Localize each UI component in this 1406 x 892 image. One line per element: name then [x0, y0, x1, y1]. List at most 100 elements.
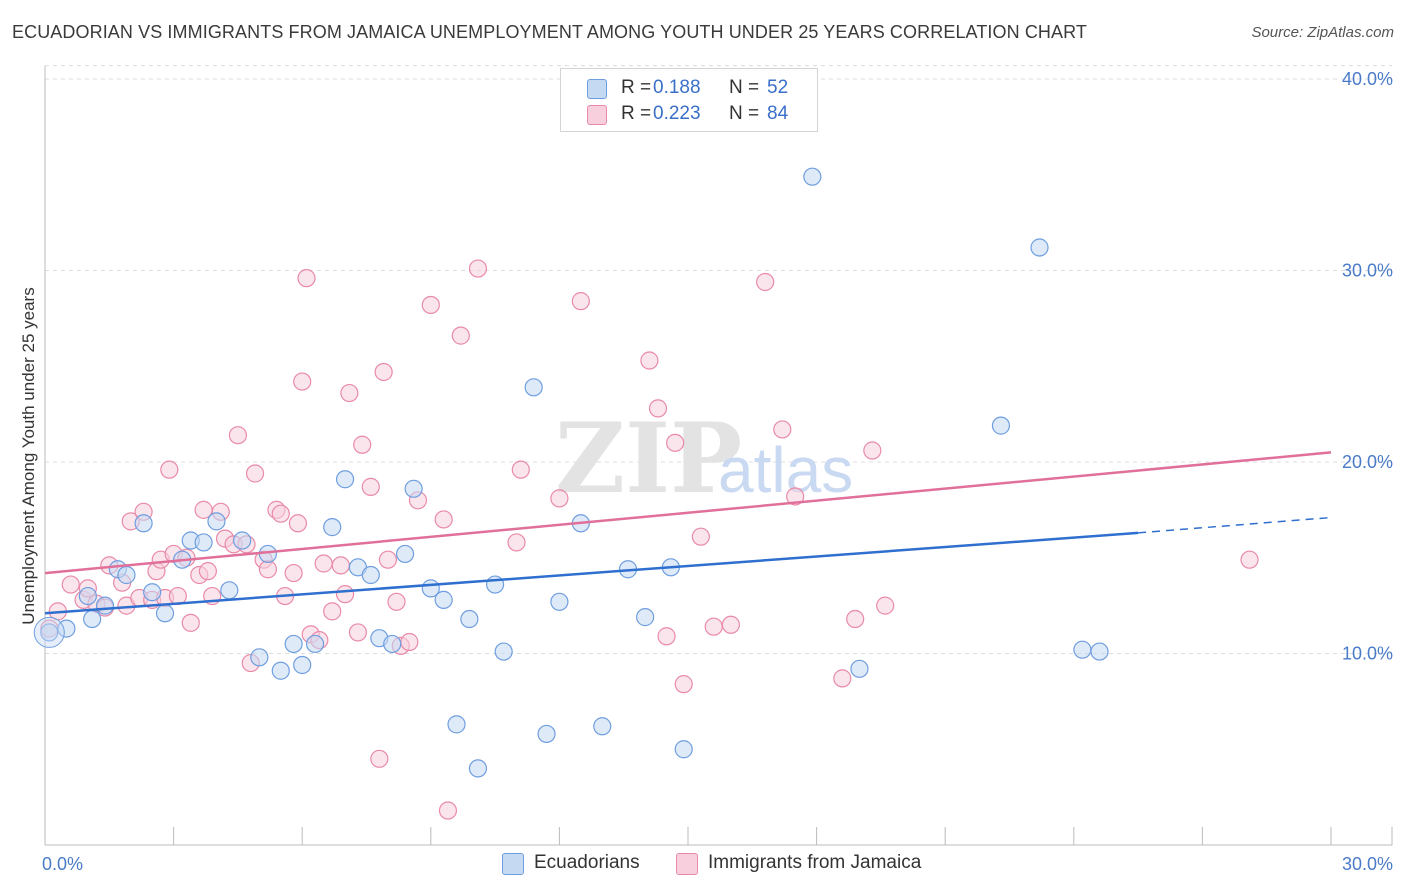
bottom-legend-ecuadorians: Ecuadorians	[502, 851, 662, 877]
y-tick-label: 10.0%	[1342, 644, 1393, 664]
data-point-jamaica	[370, 749, 389, 768]
bottom-legend-jamaica: Immigrants from Jamaica	[676, 851, 956, 877]
data-point-jamaica	[846, 609, 865, 629]
data-point-ecuadorians	[78, 586, 97, 606]
legend-swatch-blue	[587, 79, 607, 99]
legend-n-label: N =	[729, 77, 760, 98]
data-point-jamaica	[571, 292, 590, 311]
data-point-ecuadorians	[117, 565, 136, 585]
y-tick-label: 30.0%	[1342, 261, 1393, 281]
chart-source: Source: ZipAtlas.com	[1251, 24, 1394, 41]
data-point-jamaica	[198, 562, 217, 581]
trend-line-ecuadorians	[44, 531, 1139, 615]
data-point-jamaica	[297, 269, 316, 288]
gridlines	[45, 65, 1392, 654]
legend-r-label: R =	[621, 103, 652, 124]
data-point-jamaica	[61, 575, 80, 594]
data-point-ecuadorians	[271, 661, 290, 680]
data-point-ecuadorians	[991, 416, 1011, 435]
data-point-ecuadorians	[284, 634, 303, 654]
data-point-ecuadorians	[395, 544, 415, 564]
data-point-jamaica	[863, 441, 882, 460]
data-point-jamaica	[468, 259, 488, 278]
data-point-ecuadorians	[1030, 238, 1049, 257]
data-point-ecuadorians	[361, 565, 380, 585]
data-point-jamaica	[181, 613, 200, 632]
data-point-ecuadorians	[1090, 642, 1109, 661]
data-point-jamaica	[833, 669, 852, 688]
legend-n-value: 84	[767, 103, 789, 124]
data-point-jamaica	[786, 487, 805, 506]
data-point-ecuadorians	[207, 512, 226, 531]
data-point-ecuadorians	[636, 608, 655, 627]
data-point-jamaica	[421, 295, 440, 315]
data-point-ecuadorians	[383, 634, 402, 654]
y-tick-label: 20.0%	[1342, 452, 1393, 472]
legend-r-value: 0.223	[653, 103, 701, 124]
data-point-jamaica	[721, 615, 740, 634]
data-point-ecuadorians	[95, 596, 115, 615]
data-point-ecuadorians	[335, 470, 355, 489]
data-point-jamaica	[387, 592, 406, 611]
data-point-ecuadorians	[1073, 640, 1092, 659]
trend-line-ecuadorians-extension	[1138, 516, 1332, 534]
watermark-zip: ZIP	[555, 402, 742, 515]
data-point-jamaica	[361, 477, 380, 496]
data-point-jamaica	[288, 514, 308, 533]
data-point-jamaica	[258, 560, 278, 579]
data-point-jamaica	[691, 527, 710, 546]
legend-n-label: N =	[729, 103, 760, 124]
data-point-jamaica	[511, 460, 530, 479]
data-point-jamaica	[640, 351, 659, 370]
data-point-ecuadorians	[250, 648, 269, 667]
data-point-ecuadorians	[220, 581, 239, 600]
legend-r-label: R =	[621, 77, 652, 98]
legend-n-value: 52	[767, 77, 789, 98]
data-point-jamaica	[374, 362, 393, 382]
data-point-jamaica	[284, 563, 303, 583]
data-point-ecuadorians	[404, 479, 423, 498]
data-point-jamaica	[160, 460, 179, 479]
data-point-jamaica	[348, 623, 368, 642]
y-tick-label: 40.0%	[1342, 69, 1393, 89]
data-point-ecuadorians	[524, 378, 543, 397]
data-point-jamaica	[451, 326, 470, 345]
bottom-legend-swatch-blue	[502, 853, 524, 875]
data-point-jamaica	[323, 602, 342, 621]
data-point-ecuadorians	[494, 642, 513, 661]
data-point-ecuadorians	[155, 604, 175, 623]
trend-lines	[44, 451, 1332, 615]
bottom-legend-label: Immigrants from Jamaica	[708, 852, 922, 873]
data-point-ecuadorians	[468, 759, 488, 778]
data-point-jamaica	[704, 617, 723, 636]
data-point-cluster	[33, 616, 65, 648]
data-point-ecuadorians	[233, 531, 252, 550]
data-point-jamaica	[674, 675, 693, 694]
data-point-jamaica	[314, 554, 333, 573]
data-point-jamaica	[550, 489, 569, 508]
data-point-ecuadorians	[803, 167, 822, 186]
data-point-jamaica	[666, 433, 685, 452]
data-point-jamaica	[228, 426, 247, 445]
data-point-jamaica	[1240, 550, 1259, 569]
data-point-ecuadorians	[293, 655, 312, 675]
bottom-legend-swatch-pink	[676, 853, 698, 875]
tick-labels: 10.0% 20.0% 30.0% 40.0% 0.0% 30.0%	[42, 69, 1393, 874]
data-point-ecuadorians	[305, 634, 325, 654]
data-point-ecuadorians	[83, 609, 102, 629]
data-point-jamaica	[438, 801, 458, 820]
data-point-ecuadorians	[323, 518, 342, 537]
y-axis-title: Unemployment Among Youth under 25 years	[19, 287, 38, 624]
data-point-ecuadorians	[447, 715, 466, 734]
bottom-legend-label: Ecuadorians	[534, 852, 640, 873]
trend-line-jamaica	[44, 451, 1332, 575]
data-point-jamaica	[507, 533, 526, 552]
data-point-ecuadorians	[537, 724, 556, 744]
data-point-jamaica	[353, 435, 372, 454]
data-point-ecuadorians	[674, 740, 693, 759]
legend-r-value: 0.188	[653, 77, 701, 98]
data-point-ecuadorians	[134, 514, 153, 533]
watermark: ZIP atlas	[555, 402, 853, 515]
chart-title: ECUADORIAN VS IMMIGRANTS FROM JAMAICA UN…	[12, 22, 1087, 42]
